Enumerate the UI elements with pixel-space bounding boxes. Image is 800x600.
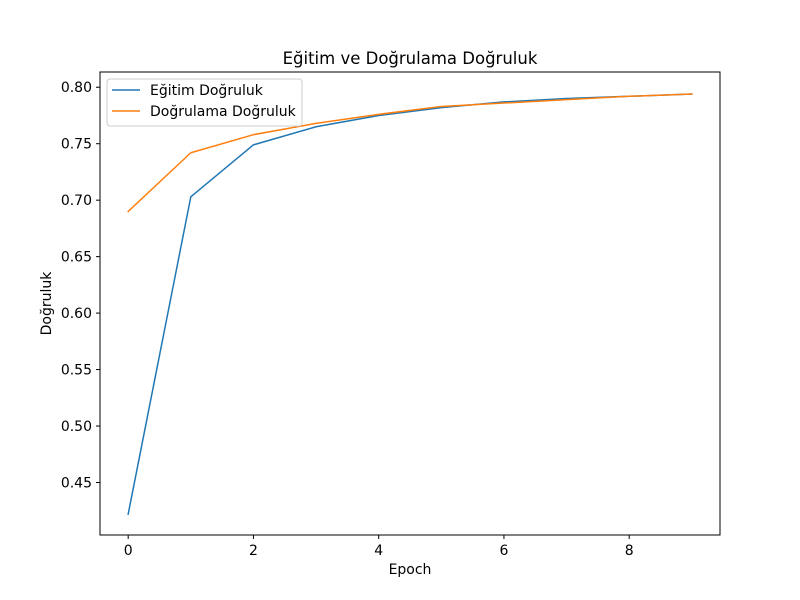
y-axis-label: Doğruluk (39, 271, 55, 336)
y-tick-label: 0.60 (61, 306, 92, 322)
x-axis: 0 2 4 6 8 (124, 535, 634, 559)
series-line-1 (128, 94, 692, 514)
plot-frame (100, 72, 720, 535)
y-tick-label: 0.75 (61, 137, 92, 153)
legend-label-1: Eğitim Doğruluk (150, 83, 264, 99)
y-tick-label: 0.45 (61, 475, 92, 491)
chart-title: Eğitim ve Doğrulama Doğruluk (283, 49, 538, 68)
y-axis: 0.45 0.50 0.55 0.60 0.65 0.70 0.75 0.80 (61, 80, 100, 491)
x-tick-label: 6 (499, 543, 508, 559)
y-tick-label: 0.80 (61, 80, 92, 96)
x-tick-label: 0 (124, 543, 133, 559)
x-tick-label: 2 (249, 543, 258, 559)
x-tick-label: 4 (374, 543, 383, 559)
legend: Eğitim Doğruluk Doğrulama Doğruluk (107, 79, 302, 126)
y-tick-label: 0.70 (61, 193, 92, 209)
x-tick-label: 8 (625, 543, 634, 559)
y-tick-label: 0.65 (61, 250, 92, 266)
legend-label-2: Doğrulama Doğruluk (150, 104, 297, 120)
x-axis-label: Epoch (389, 562, 432, 578)
plot-lines (128, 94, 692, 514)
y-tick-label: 0.50 (61, 419, 92, 435)
y-tick-label: 0.55 (61, 363, 92, 379)
